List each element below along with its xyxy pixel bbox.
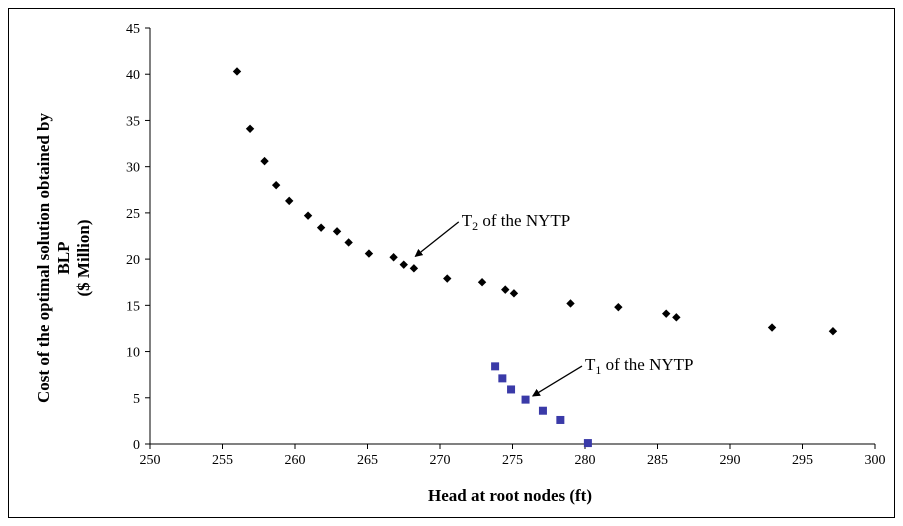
data-points — [232, 67, 838, 448]
diamond-point — [767, 323, 777, 332]
y-axis-title: Cost of the optimal solution obtained by… — [34, 113, 93, 403]
annotation-label: T1 of the NYTP — [585, 355, 693, 377]
y-tick-label: 40 — [126, 68, 140, 83]
x-tick-label: 295 — [792, 453, 813, 468]
diamond-point — [245, 124, 255, 133]
chart-frame — [8, 8, 895, 518]
diamond-point — [285, 196, 294, 206]
diamond-point — [662, 309, 671, 318]
square-point — [507, 385, 516, 394]
y-axis-title-line-2: BLP — [54, 241, 73, 274]
y-tick-label: 15 — [126, 299, 140, 314]
annotation-subscript: 2 — [472, 219, 478, 233]
annotation-subscript: 1 — [595, 363, 601, 377]
diamond-point — [828, 327, 838, 336]
annotation-text: of the NYTP — [601, 355, 693, 374]
diamond-point — [477, 278, 487, 287]
diamond-point — [344, 238, 353, 247]
y-axis-title-line-3: ($ Million) — [74, 220, 93, 297]
diamond-point — [566, 299, 575, 308]
square-point — [556, 415, 565, 424]
diamond-point — [316, 223, 326, 232]
diamond-point — [443, 274, 452, 283]
diamond-point — [614, 302, 623, 312]
diamond-point — [332, 227, 342, 236]
y-tick-label: 25 — [126, 207, 140, 222]
square-point — [538, 406, 547, 415]
annotation-arrow — [414, 221, 460, 257]
y-axis-title-line-1: Cost of the optimal solution obtained by — [34, 113, 53, 403]
annotation-arrow — [531, 365, 583, 397]
diamond-point — [509, 289, 519, 298]
x-axis: 250 255 260 265 270 275 280 285 290 295 300 — [140, 443, 886, 468]
diamond-point — [271, 180, 281, 190]
x-tick-label: 280 — [575, 453, 596, 468]
x-tick-label: 265 — [357, 453, 378, 468]
x-axis-title: Head at root nodes (ft) — [428, 486, 592, 505]
diamond-point — [260, 156, 269, 166]
x-tick-label: 290 — [720, 453, 741, 468]
x-tick-label: 260 — [285, 453, 306, 468]
square-point — [521, 395, 530, 404]
diamond-point — [399, 260, 408, 269]
diamond-point — [501, 285, 510, 294]
annotation-base: T — [585, 355, 596, 374]
y-tick-label: 30 — [126, 161, 140, 176]
y-tick-label: 5 — [133, 392, 140, 407]
diamond-point — [409, 264, 419, 273]
x-tick-label: 270 — [430, 453, 451, 468]
diamond-point — [232, 67, 242, 76]
annotation-text: of the NYTP — [478, 211, 570, 230]
diamond-point — [389, 253, 398, 262]
y-tick-label: 20 — [126, 253, 140, 268]
x-tick-label: 285 — [647, 453, 668, 468]
square-point — [583, 439, 592, 448]
diamond-point — [364, 249, 374, 258]
y-tick-label: 45 — [126, 22, 140, 37]
y-tick-label: 35 — [126, 114, 140, 129]
x-tick-label: 255 — [212, 453, 233, 468]
square-point — [498, 374, 507, 383]
x-tick-label: 250 — [140, 453, 161, 468]
annotation-base: T — [462, 211, 473, 230]
annotation-label: T2 of the NYTP — [462, 211, 570, 233]
x-tick-label: 300 — [865, 453, 886, 468]
diamond-point — [303, 211, 313, 220]
square-point — [491, 362, 500, 371]
y-axis: 0 5 10 15 20 25 30 35 40 45 — [126, 22, 151, 453]
y-tick-label: 10 — [126, 346, 140, 361]
x-tick-label: 275 — [502, 453, 523, 468]
diamond-point — [672, 313, 681, 322]
y-tick-label: 0 — [133, 438, 140, 453]
